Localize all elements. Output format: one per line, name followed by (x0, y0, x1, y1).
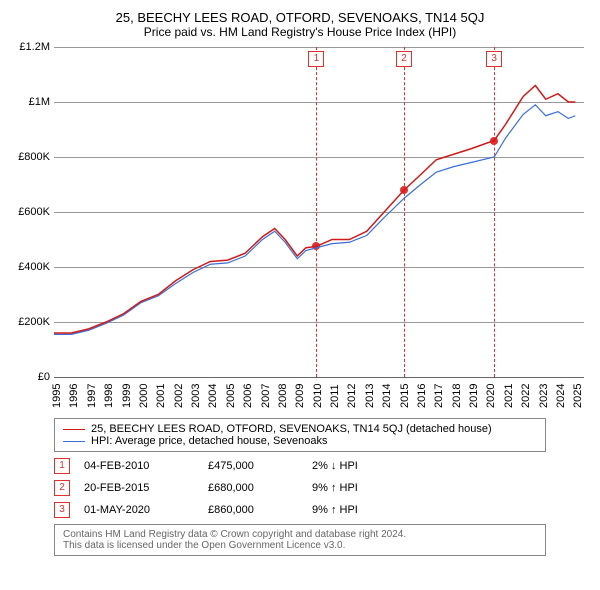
event-diff: 9% ↑ HPI (312, 482, 422, 494)
event-row: 3 01-MAY-2020 £860,000 9% ↑ HPI (54, 502, 546, 518)
legend: 25, BEECHY LEES ROAD, OTFORD, SEVENOAKS,… (54, 418, 546, 452)
legend-label: 25, BEECHY LEES ROAD, OTFORD, SEVENOAKS,… (91, 423, 492, 435)
chart-subtitle: Price paid vs. HM Land Registry's House … (10, 25, 590, 39)
event-row: 1 04-FEB-2010 £475,000 2% ↓ HPI (54, 458, 546, 474)
event-date: 20-FEB-2015 (84, 482, 194, 494)
x-tick-label: 2025 (572, 384, 600, 408)
event-price: £860,000 (208, 504, 298, 516)
series-line (54, 86, 575, 334)
event-badge: 1 (54, 458, 70, 474)
y-tick-label: £1M (10, 96, 50, 108)
series-line (54, 105, 575, 335)
legend-item: HPI: Average price, detached house, Seve… (63, 435, 537, 447)
legend-swatch (63, 441, 85, 442)
event-price: £680,000 (208, 482, 298, 494)
event-date: 01-MAY-2020 (84, 504, 194, 516)
event-badge: 2 (54, 480, 70, 496)
event-price: £475,000 (208, 460, 298, 472)
attribution-line: This data is licensed under the Open Gov… (63, 540, 537, 551)
legend-item: 25, BEECHY LEES ROAD, OTFORD, SEVENOAKS,… (63, 423, 537, 435)
event-diff: 9% ↑ HPI (312, 504, 422, 516)
event-row: 2 20-FEB-2015 £680,000 9% ↑ HPI (54, 480, 546, 496)
y-tick-label: £400K (10, 261, 50, 273)
attribution: Contains HM Land Registry data © Crown c… (54, 524, 546, 556)
event-date: 04-FEB-2010 (84, 460, 194, 472)
chart-title: 25, BEECHY LEES ROAD, OTFORD, SEVENOAKS,… (10, 10, 590, 25)
legend-swatch (63, 429, 85, 430)
event-diff: 2% ↓ HPI (312, 460, 422, 472)
y-tick-label: £800K (10, 151, 50, 163)
attribution-line: Contains HM Land Registry data © Crown c… (63, 529, 537, 540)
y-tick-label: £0 (10, 371, 50, 383)
event-badge: 3 (54, 502, 70, 518)
chart-plot-area: £0£200K£400K£600K£800K£1M£1.2M123 (54, 47, 584, 378)
legend-label: HPI: Average price, detached house, Seve… (91, 435, 327, 447)
event-list: 1 04-FEB-2010 £475,000 2% ↓ HPI 2 20-FEB-2015… (54, 458, 546, 518)
y-tick-label: £1.2M (10, 41, 50, 53)
y-tick-label: £600K (10, 206, 50, 218)
y-tick-label: £200K (10, 316, 50, 328)
x-axis: 1995199619971998199920002001200220032004… (54, 378, 584, 412)
